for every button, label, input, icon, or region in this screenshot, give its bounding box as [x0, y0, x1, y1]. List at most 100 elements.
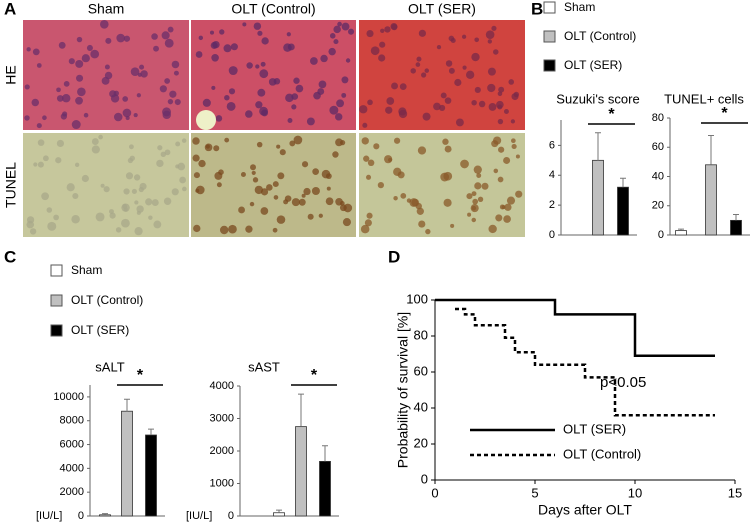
nucleus [256, 141, 263, 148]
significance-label: * [137, 367, 144, 384]
nucleus [284, 195, 292, 202]
nucleus [465, 70, 475, 80]
nucleus [332, 151, 339, 158]
nucleus [131, 188, 137, 194]
nucleus [249, 201, 255, 207]
nucleus [145, 198, 153, 206]
nucleus [182, 186, 187, 192]
nucleus [298, 198, 306, 206]
nucleus [503, 156, 511, 164]
nucleus [245, 110, 253, 118]
nucleus [474, 86, 481, 94]
nucleus [513, 91, 520, 98]
nucleus [493, 49, 499, 55]
nucleus [398, 109, 408, 119]
nucleus [462, 65, 467, 70]
nucleus [42, 155, 49, 162]
nucleus [362, 122, 368, 128]
nucleus [471, 52, 480, 62]
y-tick-label: 60 [652, 141, 664, 153]
nucleus [167, 26, 174, 33]
legend-label: OLT (Control) [563, 446, 641, 461]
nucleus [105, 37, 112, 44]
nucleus [216, 182, 222, 188]
nucleus [121, 218, 130, 228]
nucleus [148, 215, 153, 220]
legend-label: OLT (Control) [71, 293, 143, 307]
nucleus [393, 167, 402, 176]
y-tick-label: 40 [652, 170, 664, 182]
nucleus [508, 79, 515, 85]
nucleus [139, 182, 147, 190]
bar [675, 230, 687, 236]
nucleus [318, 213, 323, 218]
nucleus [360, 224, 370, 234]
nucleus [416, 56, 422, 62]
significance-label: * [721, 105, 728, 122]
nucleus [153, 220, 162, 229]
nucleus [333, 25, 341, 34]
nucleus [503, 109, 509, 115]
nucleus [253, 22, 262, 30]
nucleus [341, 22, 350, 31]
nucleus [133, 112, 138, 118]
nucleus [497, 118, 504, 125]
nucleus [471, 217, 477, 223]
legend-swatch [50, 324, 63, 337]
nucleus [151, 199, 159, 207]
nucleus [366, 212, 373, 219]
nucleus [198, 159, 206, 168]
nucleus [157, 145, 163, 151]
nucleus [46, 207, 53, 213]
nucleus [367, 99, 373, 106]
nucleus [250, 164, 256, 171]
nucleus [226, 101, 236, 111]
nucleus [337, 21, 342, 27]
nucleus [485, 30, 495, 39]
nucleus [242, 22, 247, 27]
nucleus [445, 60, 453, 67]
nucleus [503, 215, 511, 223]
nucleus [37, 139, 45, 146]
nucleus [515, 154, 520, 159]
nucleus [488, 224, 497, 234]
nucleus [460, 159, 469, 169]
legend-label: OLT (SER) [564, 58, 622, 72]
nucleus [497, 176, 504, 183]
nucleus [291, 93, 299, 100]
nucleus [56, 87, 61, 93]
nucleus [384, 155, 393, 164]
nucleus [134, 227, 143, 236]
nucleus [245, 225, 253, 233]
nucleus [273, 195, 279, 200]
nucleus [399, 83, 407, 91]
nucleus [303, 187, 311, 196]
nucleus [340, 140, 346, 146]
nucleus [136, 93, 141, 98]
panel-label: C [4, 247, 16, 266]
nucleus [228, 66, 238, 76]
nucleus [238, 206, 245, 214]
nucleus [81, 54, 90, 63]
nucleus [393, 137, 401, 144]
y-tick-label: 0 [228, 510, 234, 522]
nucleus [478, 100, 486, 108]
bar [295, 426, 307, 517]
nucleus [291, 104, 297, 110]
nucleus [379, 41, 386, 48]
nucleus [130, 67, 140, 77]
nucleus [409, 198, 419, 207]
nucleus [504, 203, 512, 211]
nucleus [301, 193, 306, 198]
nucleus [366, 174, 372, 180]
nucleus [491, 140, 499, 148]
y-tick-label: 20 [414, 435, 428, 450]
nucleus [175, 141, 181, 147]
nucleus [461, 34, 467, 39]
nucleus [309, 57, 318, 65]
bar [319, 460, 331, 517]
nucleus [443, 198, 452, 207]
y-tick-label: 1000 [210, 477, 234, 489]
nucleus [260, 188, 269, 196]
